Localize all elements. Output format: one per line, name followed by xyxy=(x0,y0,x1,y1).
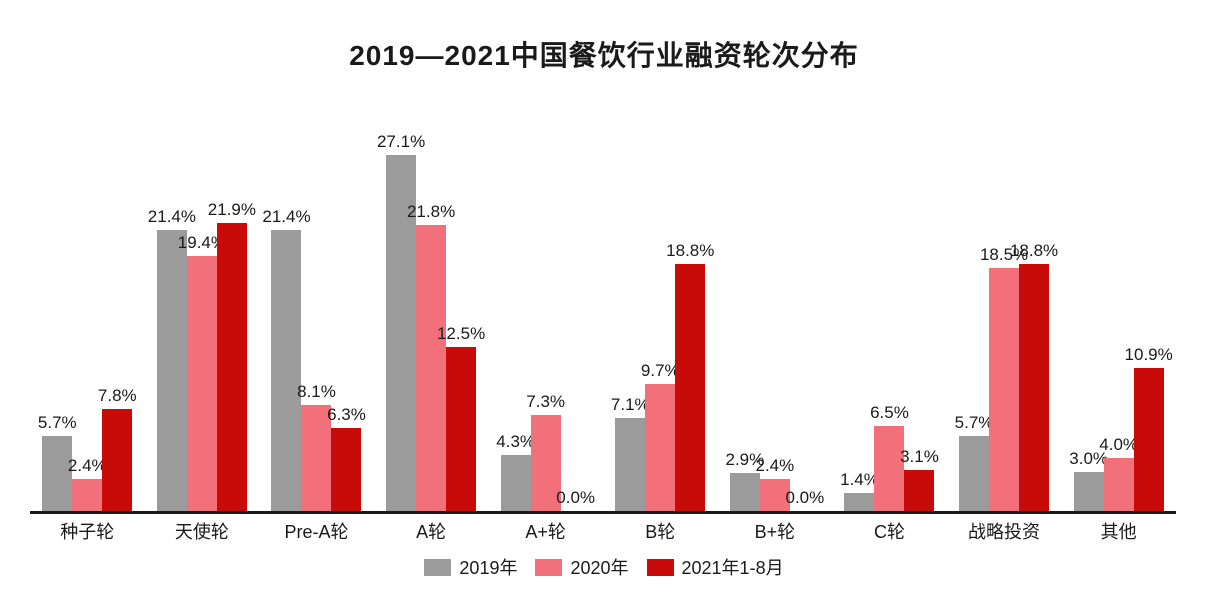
category-label: 种子轮 xyxy=(60,522,115,542)
legend: 2019年 2020年 2021年1-8月 xyxy=(0,554,1208,580)
bar-value-label: 8.1% xyxy=(297,382,336,401)
bar-group-4: 27.1% 21.8% 12.5% A轮 xyxy=(377,130,485,542)
bar-value-label: 5.7% xyxy=(954,413,994,432)
bar-value-label: 12.5% xyxy=(436,324,486,343)
category-label: B+轮 xyxy=(754,522,796,542)
legend-item-3: 2021年1-8月 xyxy=(646,554,784,580)
bar-series3-cat4: 12.5% xyxy=(437,324,485,511)
bar-series1-cat1: 5.7% xyxy=(38,413,77,511)
bar-series2-cat7: 2.4% xyxy=(755,456,794,511)
bar-series2-cat1: 2.4% xyxy=(68,456,107,511)
legend-item-1: 2019年 xyxy=(424,554,517,580)
bar-group-5: 4.3% 7.3% 0.0% A+轮 xyxy=(496,130,595,542)
bar-series1-cat9: 5.7% xyxy=(955,413,993,511)
bar-series2-cat2: 19.4% xyxy=(178,233,226,511)
bar-value-label: 18.5% xyxy=(979,245,1029,264)
legend-swatch-3 xyxy=(646,558,674,576)
bar-value-label: 21.4% xyxy=(147,207,196,226)
bar-value-label: 9.7% xyxy=(640,361,680,380)
category-label: B轮 xyxy=(645,522,676,542)
bar-group-3: 21.4% 8.1% 6.3% Pre-A轮 xyxy=(262,130,366,542)
bar-value-label: 2.4% xyxy=(67,456,107,475)
chart-title: 2019—2021中国餐饮行业融资轮次分布 xyxy=(349,40,859,71)
bar-value-label: 2.4% xyxy=(755,456,795,475)
category-label: A轮 xyxy=(416,522,447,542)
bar-value-label: 6.5% xyxy=(870,403,909,422)
bar-value-label: 7.3% xyxy=(526,392,566,411)
category-label: C轮 xyxy=(873,522,905,542)
bar-value-label: 3.0% xyxy=(1069,449,1109,468)
category-label: Pre-A轮 xyxy=(284,522,349,542)
bar-series3-cat9: 18.8% xyxy=(1010,241,1058,511)
bar-series3-cat6: 18.8% xyxy=(666,241,714,511)
bar-value-label: 2.9% xyxy=(725,450,765,469)
bar-series2-cat4: 21.8% xyxy=(407,202,455,511)
legend-label-2: 2020年 xyxy=(570,558,629,578)
bar-value-label: 19.4% xyxy=(177,233,226,252)
bar-series2-cat8: 6.5% xyxy=(870,403,909,511)
bar-group-2: 21.4% 19.4% 21.9% 天使轮 xyxy=(148,130,256,542)
bar-series1-cat5: 4.3% xyxy=(496,432,535,511)
bar-series3-cat2: 21.9% xyxy=(208,200,256,511)
bar-series1-cat2: 21.4% xyxy=(148,207,196,511)
bar-series2-cat5: 7.3% xyxy=(526,392,565,511)
bar-series3-cat1: 7.8% xyxy=(98,386,137,511)
category-label: 战略投资 xyxy=(968,522,1041,542)
bar-value-label: 27.1% xyxy=(376,132,426,151)
bar-value-label: 5.7% xyxy=(37,413,77,432)
bar-value-label: 10.9% xyxy=(1124,345,1173,364)
bar-group-9: 5.7% 18.5% 18.8% 战略投资 xyxy=(955,130,1058,542)
plot-area: 5.7% 2.4% 7.8% 种子轮 21.4% 19.4% 21.9% 天使轮 21.4% 8.… xyxy=(30,130,1176,542)
bar-value-label: 3.1% xyxy=(900,447,939,466)
legend-label-3: 2021年1-8月 xyxy=(681,558,784,578)
bar-series1-cat7: 2.9% xyxy=(725,450,764,511)
legend-swatch-1 xyxy=(424,558,452,576)
bar-group-6: 7.1% 9.7% 18.8% B轮 xyxy=(611,130,714,542)
bar-group-8: 1.4% 6.5% 3.1% C轮 xyxy=(840,130,939,542)
bar-series3-cat3: 6.3% xyxy=(327,405,366,511)
category-label: A+轮 xyxy=(525,522,566,542)
bar-value-label: 21.8% xyxy=(406,202,456,221)
legend-label-1: 2019年 xyxy=(459,558,518,578)
bar-series3-cat10: 10.9% xyxy=(1125,345,1173,511)
bar-series2-cat3: 8.1% xyxy=(297,382,336,511)
legend-swatch-2 xyxy=(535,558,563,576)
bar-group-1: 5.7% 2.4% 7.8% 种子轮 xyxy=(38,130,137,542)
bar-value-label: 4.3% xyxy=(496,432,536,451)
category-label: 其他 xyxy=(1100,522,1137,542)
bar-group-7: 2.9% 2.4% 0.0% B+轮 xyxy=(725,130,824,542)
category-label: 天使轮 xyxy=(174,522,229,542)
bar-value-label: 7.1% xyxy=(610,395,650,414)
bar-value-label: 18.8% xyxy=(666,241,715,260)
legend-item-2: 2020年 xyxy=(535,554,629,580)
bar-series1-cat8: 1.4% xyxy=(840,470,879,511)
bar-series3-cat8: 3.1% xyxy=(900,447,939,511)
bar-value-label: 0.0% xyxy=(785,488,825,507)
bar-value-label: 7.8% xyxy=(97,386,137,405)
bar-value-label: 1.4% xyxy=(840,470,879,489)
bar-value-label: 18.8% xyxy=(1009,241,1059,260)
bar-value-label: 6.3% xyxy=(327,405,366,424)
bar-series1-cat6: 7.1% xyxy=(611,395,650,511)
bar-value-label: 21.9% xyxy=(207,200,256,219)
bar-series1-cat4: 27.1% xyxy=(377,132,425,511)
bar-value-label: 0.0% xyxy=(556,488,596,507)
bar-value-label: 21.4% xyxy=(262,207,311,226)
bar-series2-cat9: 18.5% xyxy=(980,245,1028,511)
bar-group-10: 3.0% 4.0% 10.9% 其他 xyxy=(1069,130,1173,542)
bar-series1-cat3: 21.4% xyxy=(262,207,311,511)
bar-value-label: 4.0% xyxy=(1099,435,1139,454)
bar-series2-cat6: 9.7% xyxy=(641,361,680,511)
bar-series1-cat10: 3.0% xyxy=(1069,449,1108,511)
bar-series2-cat10: 4.0% xyxy=(1099,435,1138,511)
